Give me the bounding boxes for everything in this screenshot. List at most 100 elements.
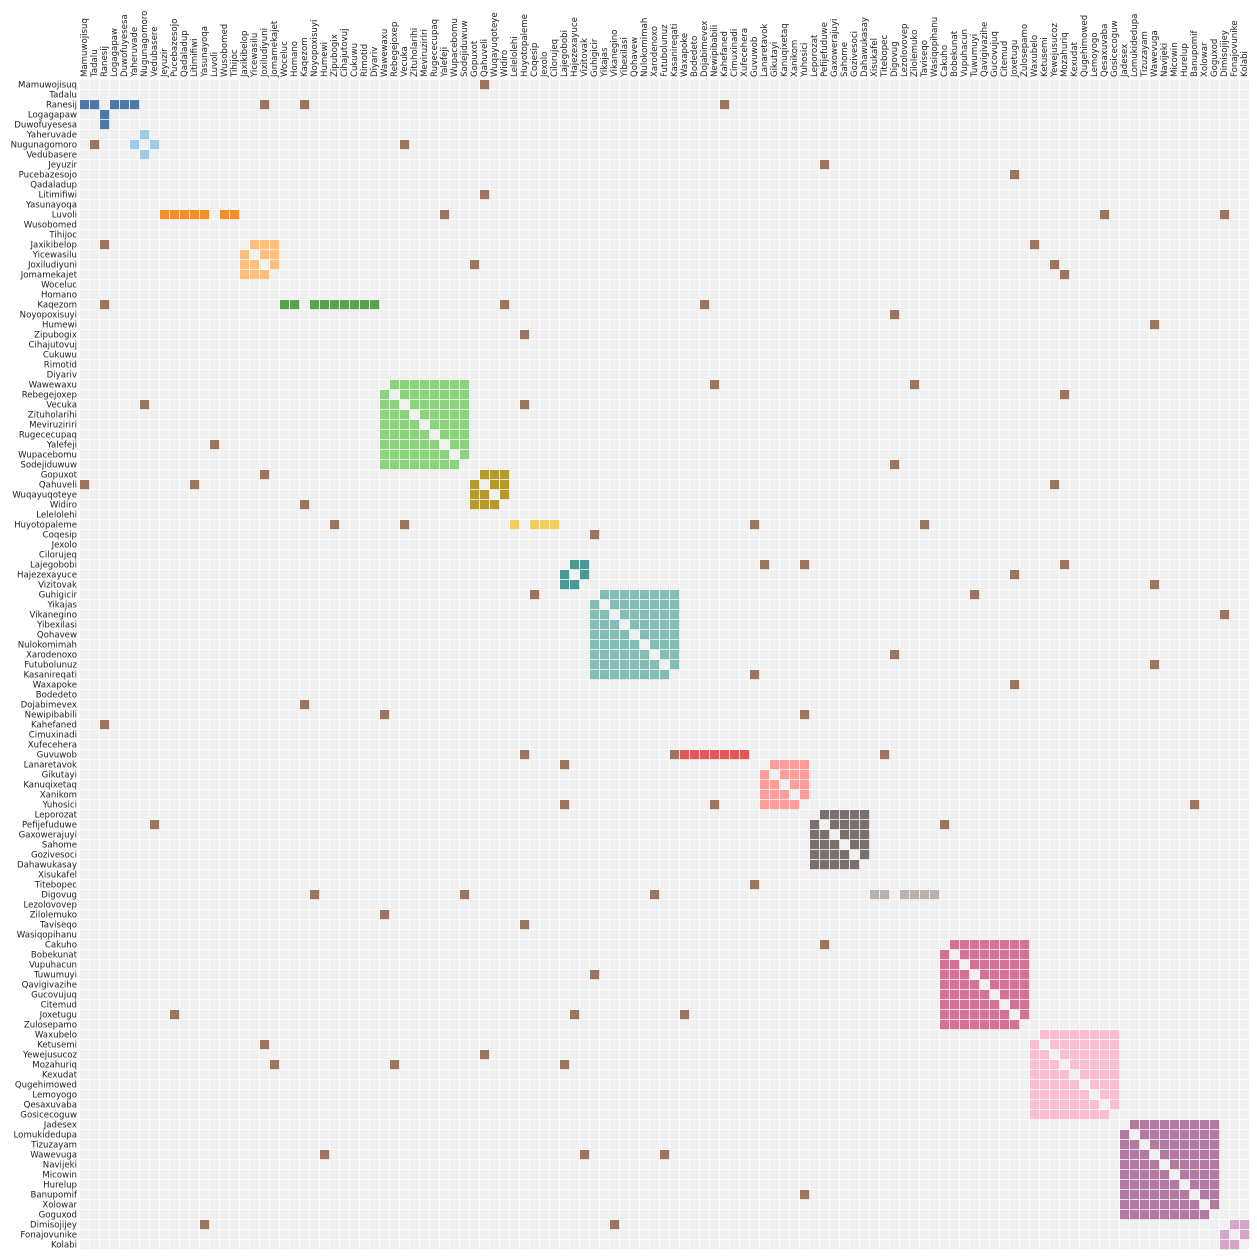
empty-cell xyxy=(210,390,220,400)
empty-cell xyxy=(600,400,610,410)
empty-cell xyxy=(1010,290,1020,300)
empty-cell xyxy=(580,390,590,400)
empty-cell xyxy=(880,80,890,90)
empty-cell xyxy=(450,260,460,270)
empty-cell xyxy=(90,480,100,490)
empty-cell xyxy=(640,160,650,170)
empty-cell xyxy=(850,80,860,90)
empty-cell xyxy=(710,350,720,360)
empty-cell xyxy=(940,190,950,200)
empty-cell xyxy=(190,220,200,230)
empty-cell xyxy=(730,90,740,100)
empty-cell xyxy=(1130,190,1140,200)
empty-cell xyxy=(430,360,440,370)
empty-cell xyxy=(680,250,690,260)
empty-cell xyxy=(560,250,570,260)
empty-cell xyxy=(870,310,880,320)
empty-cell xyxy=(1180,440,1190,450)
empty-cell xyxy=(740,350,750,360)
empty-cell xyxy=(230,130,240,140)
empty-cell xyxy=(620,500,630,510)
empty-cell xyxy=(780,310,790,320)
empty-cell xyxy=(360,240,370,250)
empty-cell xyxy=(280,90,290,100)
empty-cell xyxy=(860,370,870,380)
empty-cell xyxy=(1070,230,1080,240)
empty-cell xyxy=(480,310,490,320)
empty-cell xyxy=(850,190,860,200)
empty-cell xyxy=(140,480,150,490)
empty-cell xyxy=(600,310,610,320)
empty-cell xyxy=(770,410,780,420)
empty-cell xyxy=(880,470,890,480)
empty-cell xyxy=(380,470,390,480)
empty-cell xyxy=(1080,210,1090,220)
empty-cell xyxy=(640,130,650,140)
empty-cell xyxy=(580,190,590,200)
empty-cell xyxy=(610,350,620,360)
empty-cell xyxy=(980,470,990,480)
empty-cell xyxy=(1100,320,1110,330)
empty-cell xyxy=(650,360,660,370)
empty-cell xyxy=(230,380,240,390)
empty-cell xyxy=(1060,240,1070,250)
empty-cell xyxy=(1200,350,1210,360)
empty-cell xyxy=(1220,80,1230,90)
empty-cell xyxy=(1180,460,1190,470)
empty-cell xyxy=(320,440,330,450)
empty-cell xyxy=(620,410,630,420)
empty-cell xyxy=(860,240,870,250)
empty-cell xyxy=(700,290,710,300)
empty-cell xyxy=(210,410,220,420)
empty-cell xyxy=(530,320,540,330)
empty-cell xyxy=(290,340,300,350)
empty-cell xyxy=(140,250,150,260)
empty-cell xyxy=(960,400,970,410)
empty-cell xyxy=(1200,230,1210,240)
empty-cell xyxy=(520,240,530,250)
empty-cell xyxy=(300,220,310,230)
empty-cell xyxy=(980,390,990,400)
empty-cell xyxy=(960,410,970,420)
empty-cell xyxy=(1230,470,1240,480)
empty-cell xyxy=(210,280,220,290)
empty-cell xyxy=(510,180,520,190)
empty-cell xyxy=(1170,400,1180,410)
empty-cell xyxy=(740,140,750,150)
empty-cell xyxy=(1220,170,1230,180)
empty-cell xyxy=(100,260,110,270)
empty-cell xyxy=(790,290,800,300)
empty-cell xyxy=(500,500,510,510)
empty-cell xyxy=(990,300,1000,310)
empty-cell xyxy=(270,390,280,400)
empty-cell xyxy=(770,480,780,490)
empty-cell xyxy=(1030,260,1040,270)
empty-cell xyxy=(270,480,280,490)
empty-cell xyxy=(630,270,640,280)
empty-cell xyxy=(690,290,700,300)
empty-cell xyxy=(590,220,600,230)
empty-cell xyxy=(1020,420,1030,430)
empty-cell xyxy=(260,480,270,490)
empty-cell xyxy=(480,130,490,140)
empty-cell xyxy=(490,200,500,210)
empty-cell xyxy=(1120,180,1130,190)
empty-cell xyxy=(1170,130,1180,140)
empty-cell xyxy=(970,140,980,150)
empty-cell xyxy=(1220,200,1230,210)
empty-cell xyxy=(150,430,160,440)
empty-cell xyxy=(140,210,150,220)
empty-cell xyxy=(1160,130,1170,140)
empty-cell xyxy=(650,80,660,90)
empty-cell xyxy=(770,160,780,170)
empty-cell xyxy=(750,200,760,210)
empty-cell xyxy=(280,280,290,290)
empty-cell xyxy=(790,240,800,250)
empty-cell xyxy=(520,460,530,470)
empty-cell xyxy=(910,120,920,130)
empty-cell xyxy=(170,500,180,510)
empty-cell xyxy=(980,220,990,230)
empty-cell xyxy=(270,420,280,430)
empty-cell xyxy=(430,130,440,140)
empty-cell xyxy=(450,490,460,500)
